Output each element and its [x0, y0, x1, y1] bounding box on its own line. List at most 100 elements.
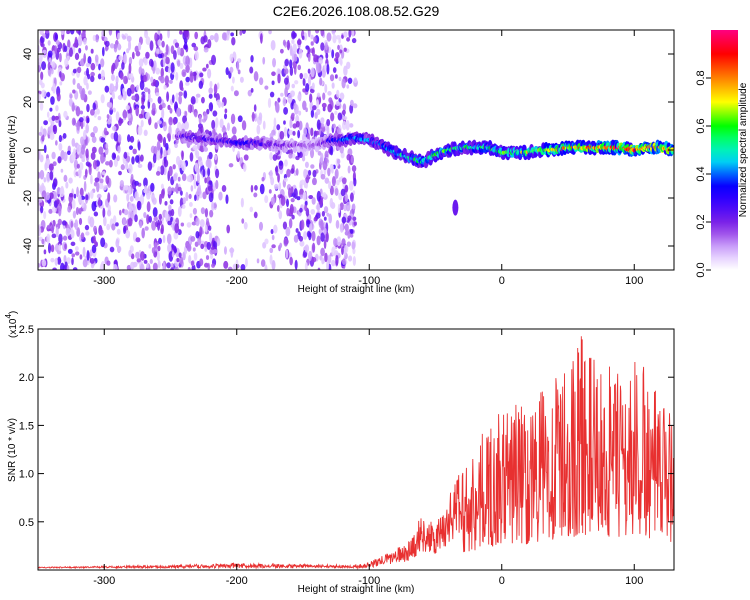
noise-speckle: [149, 98, 153, 103]
noise-speckle: [106, 260, 111, 266]
noise-speckle: [202, 191, 207, 200]
noise-speckle: [158, 213, 163, 220]
noise-speckle: [76, 163, 80, 169]
noise-speckle: [288, 153, 293, 159]
noise-speckle: [94, 54, 99, 63]
noise-speckle: [293, 234, 299, 243]
noise-speckle: [323, 216, 327, 221]
noise-speckle: [80, 31, 86, 38]
noise-speckle: [331, 30, 336, 35]
noise-speckle: [321, 102, 327, 108]
noise-speckle: [38, 171, 41, 179]
noise-speckle: [240, 263, 246, 270]
noise-speckle: [155, 48, 160, 54]
noise-speckle: [282, 96, 287, 107]
noise-speckle: [270, 40, 276, 51]
noise-speckle: [341, 216, 347, 224]
spectrogram-y-tick-label: 0: [22, 147, 34, 153]
noise-speckle: [221, 32, 227, 41]
noise-speckle: [181, 69, 187, 78]
spectrogram-y-tick-label: -20: [22, 190, 34, 206]
noise-speckle: [190, 260, 195, 266]
colorbar-tick-label: 0.0: [695, 262, 707, 277]
noise-speckle: [131, 95, 136, 101]
noise-speckle: [117, 133, 122, 143]
noise-speckle: [51, 61, 56, 69]
noise-speckle: [86, 103, 90, 113]
noise-speckle: [47, 50, 53, 58]
noise-speckle: [305, 83, 310, 93]
noise-speckle: [85, 161, 91, 167]
noise-speckle: [283, 238, 289, 245]
noise-speckle: [154, 122, 158, 130]
noise-speckle: [174, 42, 180, 48]
noise-speckle: [80, 232, 85, 240]
noise-speckle: [283, 77, 289, 85]
noise-speckle: [209, 34, 215, 41]
noise-speckle: [221, 126, 227, 133]
noise-speckle: [167, 104, 171, 110]
noise-speckle: [151, 102, 156, 111]
noise-speckle: [139, 263, 145, 270]
noise-speckle: [348, 255, 353, 262]
noise-speckle: [63, 254, 67, 264]
noise-speckle: [193, 46, 199, 52]
noise-speckle: [43, 144, 47, 154]
noise-speckle: [320, 247, 325, 257]
noise-speckle: [87, 73, 91, 80]
noise-speckle: [57, 156, 62, 164]
noise-speckle: [128, 56, 133, 65]
noise-speckle: [102, 46, 105, 57]
noise-speckle: [298, 151, 303, 159]
noise-speckle: [162, 235, 166, 244]
noise-speckle: [342, 103, 347, 112]
noise-speckle: [186, 222, 192, 228]
colorbar-tick-label: 0.8: [695, 70, 707, 85]
noise-speckle: [300, 219, 305, 230]
noise-speckle: [199, 72, 204, 78]
noise-speckle: [38, 93, 41, 102]
noise-speckle: [140, 104, 146, 110]
noise-speckle: [221, 101, 225, 108]
snr-plot: [38, 336, 674, 570]
noise-speckle: [47, 242, 52, 254]
noise-speckle: [78, 162, 84, 171]
noise-speckle: [166, 262, 171, 269]
noise-speckle: [82, 258, 88, 268]
noise-speckle: [56, 199, 60, 205]
noise-speckle: [298, 110, 302, 116]
noise-speckle: [172, 164, 176, 170]
noise-speckle: [93, 159, 97, 170]
noise-speckle: [195, 167, 201, 174]
noise-speckle: [90, 262, 95, 269]
noise-speckle: [253, 192, 258, 198]
noise-speckle: [292, 130, 296, 136]
noise-speckle: [103, 216, 107, 227]
noise-speckle: [135, 106, 139, 117]
noise-speckle: [49, 107, 53, 112]
noise-speckle: [273, 117, 277, 128]
noise-speckle: [271, 80, 275, 86]
noise-speckle: [142, 74, 147, 83]
noise-speckle: [156, 120, 162, 125]
noise-speckle: [176, 107, 181, 117]
noise-speckle: [283, 68, 289, 75]
noise-speckle: [323, 227, 327, 235]
noise-speckle: [167, 243, 172, 253]
noise-speckle: [139, 220, 143, 229]
colorbar-label: Normalized spectral amplitude: [738, 82, 749, 217]
noise-speckle: [50, 244, 55, 253]
noise-speckle: [264, 264, 268, 270]
noise-speckle: [63, 151, 68, 162]
colorbar: [711, 30, 738, 270]
spectral-ridge: [174, 127, 674, 169]
noise-speckle: [54, 33, 58, 41]
noise-speckle: [95, 34, 99, 43]
noise-speckle: [337, 112, 343, 121]
noise-speckle: [229, 53, 234, 62]
noise-speckle: [302, 191, 307, 201]
noise-speckle: [202, 67, 207, 72]
noise-speckle: [51, 233, 57, 239]
noise-speckle: [352, 103, 358, 109]
noise-speckle: [79, 110, 84, 115]
